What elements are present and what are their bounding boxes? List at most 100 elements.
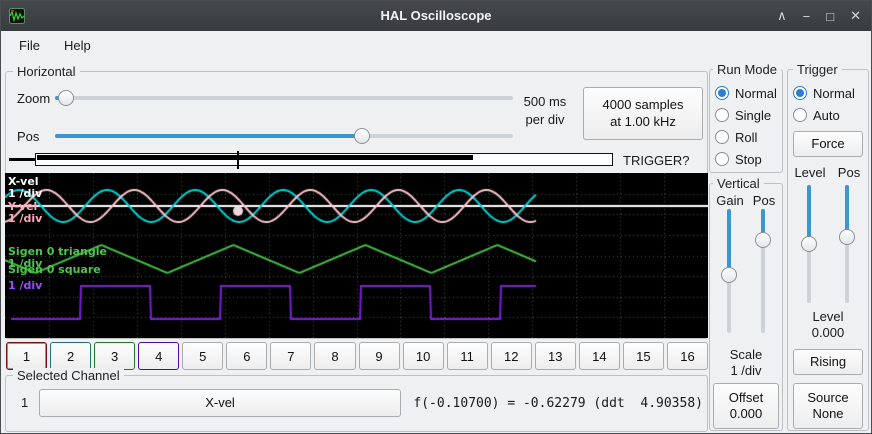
offset-value: 0.000 <box>729 406 763 421</box>
minimize-icon[interactable]: − <box>802 8 811 24</box>
channel-readout: f(-0.10700) = -0.62279 (ddt 4.90358) <box>413 396 703 411</box>
slider-fill <box>807 185 811 244</box>
scope-label-square-scale: 1 /div <box>8 279 43 292</box>
timeline-captured-region <box>37 155 473 160</box>
gain-slider[interactable] <box>720 209 738 333</box>
radio-label: Single <box>735 107 772 123</box>
scope-label-yvel: Y-vel <box>8 200 38 213</box>
vertical-group-title: Vertical <box>713 176 764 191</box>
trigger-source-value: None <box>812 406 844 421</box>
trigger-pos-slider[interactable] <box>838 185 856 303</box>
channel-button-10[interactable]: 10 <box>402 342 444 370</box>
zoom-label: Zoom <box>17 91 51 106</box>
radio-icon <box>715 130 729 144</box>
time-per-div-value: 500 ms <box>523 94 567 109</box>
trigger-source-label: Source <box>807 389 849 405</box>
timeline-overview[interactable] <box>9 151 613 169</box>
scale-label: Scale <box>729 347 763 362</box>
channel-button-8[interactable]: 8 <box>314 342 356 370</box>
channel-button-7[interactable]: 7 <box>270 342 312 370</box>
scope-label-xvel-scale: 1 /div <box>8 187 43 200</box>
time-per-div-unit: per div <box>525 111 565 127</box>
channel-button-15[interactable]: 15 <box>622 342 664 370</box>
trigger-level-label: Level <box>812 309 844 324</box>
close-icon[interactable]: ✕ <box>850 8 861 23</box>
zoom-slider-groove <box>55 96 513 100</box>
trigger-level-slider-label: Level <box>794 165 826 180</box>
runmode-radio-stop[interactable]: Stop <box>715 149 762 169</box>
trigger-source-button[interactable]: Source None <box>793 383 863 429</box>
slider-fill <box>845 185 849 237</box>
channel-button-16[interactable]: 16 <box>666 342 708 370</box>
trigger-group-title: Trigger <box>793 62 842 77</box>
app-icon <box>9 8 25 24</box>
trigger-pos-slider-label: Pos <box>837 165 861 180</box>
slider-handle[interactable] <box>721 266 737 283</box>
radio-label: Roll <box>735 129 758 145</box>
slider-groove <box>761 209 765 333</box>
runmode-radio-single[interactable]: Single <box>715 105 771 125</box>
samples-count: 4000 samples <box>602 97 684 113</box>
channel-button-6[interactable]: 6 <box>226 342 268 370</box>
zoom-slider-handle[interactable] <box>58 90 75 106</box>
channel-button-5[interactable]: 5 <box>182 342 224 370</box>
channel-button-14[interactable]: 14 <box>578 342 620 370</box>
window-controls: ∧ − □ ✕ <box>777 1 861 31</box>
slider-handle[interactable] <box>801 236 817 252</box>
shade-icon[interactable]: ∧ <box>777 8 787 23</box>
trigger-level-value: 0.000 <box>811 325 845 340</box>
samples-button[interactable]: 4000 samples at 1.00 kHz <box>583 87 703 140</box>
scope-canvas[interactable] <box>5 173 708 338</box>
hpos-slider-fill <box>55 134 362 138</box>
window-title: HAL Oscilloscope <box>380 8 492 23</box>
scale-value: 1 /div <box>730 363 762 378</box>
channel-button-12[interactable]: 12 <box>490 342 532 370</box>
runmode-radio-roll[interactable]: Roll <box>715 127 757 147</box>
trigger-radio-normal[interactable]: Normal <box>793 83 855 103</box>
trigger-question-label: TRIGGER? <box>623 153 690 168</box>
radio-icon <box>793 108 807 122</box>
samples-rate: at 1.00 kHz <box>610 113 676 129</box>
trigger-slope-button[interactable]: Rising <box>793 349 863 375</box>
radio-icon <box>715 152 729 166</box>
zoom-slider[interactable] <box>55 89 513 107</box>
timeline-view-window[interactable] <box>35 153 613 166</box>
trigger-radio-auto[interactable]: Auto <box>793 105 840 125</box>
channel-button-13[interactable]: 13 <box>534 342 576 370</box>
radio-label: Normal <box>813 85 855 101</box>
slider-handle[interactable] <box>839 228 855 245</box>
selected-channel-number: 1 <box>21 395 29 410</box>
scope-label-square: Sigen 0 square <box>8 263 101 276</box>
selected-channel-name-button[interactable]: X-vel <box>39 389 401 417</box>
channel-button-11[interactable]: 11 <box>446 342 488 370</box>
menubar: File Help <box>1 31 871 59</box>
channel-button-4[interactable]: 4 <box>138 342 180 370</box>
pos-label: Pos <box>17 129 40 144</box>
channel-button-1[interactable]: 1 <box>6 342 48 370</box>
scope-label-xvel: X-vel <box>8 175 39 188</box>
channel-button-9[interactable]: 9 <box>358 342 400 370</box>
selected-channel-group-title: Selected Channel <box>13 368 124 383</box>
menu-help[interactable]: Help <box>63 37 91 53</box>
scope-label-triangle: Sigen 0 triangle <box>8 245 107 258</box>
horizontal-group-title: Horizontal <box>13 64 80 79</box>
force-button[interactable]: Force <box>793 131 863 157</box>
channel-button-2[interactable]: 2 <box>50 342 92 370</box>
titlebar: HAL Oscilloscope ∧ − □ ✕ <box>1 1 871 31</box>
trigger-level-slider[interactable] <box>800 185 818 303</box>
maximize-icon[interactable]: □ <box>826 8 835 24</box>
selected-channel-group <box>5 375 708 432</box>
slider-handle[interactable] <box>755 232 771 248</box>
radio-icon <box>715 108 729 122</box>
radio-selected-icon <box>715 86 729 100</box>
runmode-radio-normal[interactable]: Normal <box>715 83 777 103</box>
menu-file[interactable]: File <box>19 37 40 53</box>
offset-button[interactable]: Offset 0.000 <box>713 383 779 429</box>
hpos-slider-handle[interactable] <box>353 128 370 144</box>
hpos-slider[interactable] <box>55 127 513 145</box>
run-mode-group-title: Run Mode <box>713 62 781 77</box>
channel-button-3[interactable]: 3 <box>94 342 136 370</box>
scope-display-area: X-vel 1 /div Y-vel 1 /div Sigen 0 triang… <box>5 173 708 338</box>
vpos-slider[interactable] <box>754 209 772 333</box>
